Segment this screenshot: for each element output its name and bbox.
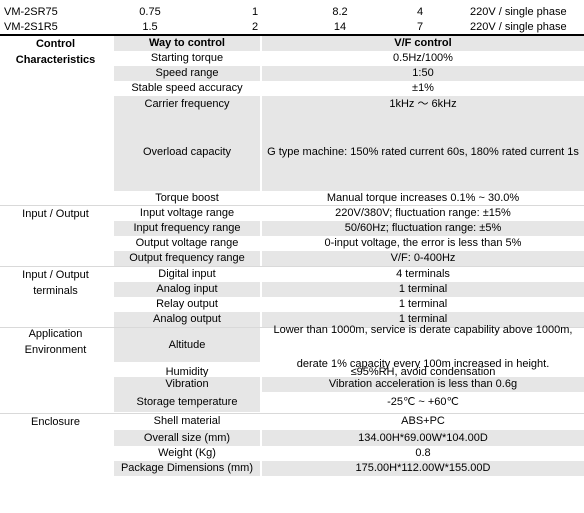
header-way: Way to control	[114, 36, 260, 51]
table-row: Relay output 1 terminal	[0, 297, 584, 312]
model-power: 0.75	[139, 5, 161, 18]
row-value: 50/60Hz; fluctuation range: ±5%	[262, 221, 584, 236]
row-label: Input frequency range	[114, 221, 260, 236]
row-label: Starting torque	[150, 52, 224, 64]
table-row: Humidity ≤95%RH, avoid condensation	[0, 362, 584, 378]
altitude-line-2: derate 1% capacity every 100m increased …	[296, 358, 550, 370]
model-output: 7	[416, 20, 424, 33]
row-value: G type machine: 150% rated current 60s, …	[262, 113, 584, 191]
model-current: 14	[333, 20, 347, 33]
table-row: Shell material ABS+PC	[0, 414, 584, 429]
row-label: Overload capacity	[114, 113, 260, 191]
row-label: Weight (Kg)	[158, 447, 216, 459]
row-label: Relay output	[156, 298, 218, 310]
row-label: Analog output	[114, 312, 260, 327]
table-row: Overall size (mm) 134.00H*69.00W*104.00D	[0, 430, 584, 446]
header-row: Way to control V/F control	[0, 36, 584, 51]
row-label: Overall size (mm)	[114, 430, 260, 446]
row-value: Lower than 1000m, service is derate capa…	[262, 324, 584, 370]
row-value: 134.00H*69.00W*104.00D	[262, 430, 584, 446]
row-label: Output voltage range	[135, 237, 239, 249]
model-power: 1.5	[142, 20, 158, 33]
row-label: Package Dimensions (mm)	[114, 461, 260, 476]
row-value: 1:50	[262, 66, 584, 81]
row-value: Vibration acceleration is less than 0.6g	[262, 377, 584, 392]
table-row: Analog input 1 terminal	[0, 282, 584, 297]
row-value: ±1%	[412, 82, 434, 94]
model-name: VM-2S1R5	[4, 20, 58, 33]
row-label: Torque boost	[155, 191, 219, 204]
table-row: Output voltage range 0-input voltage, th…	[0, 236, 584, 251]
table-divider	[0, 34, 584, 36]
table-row: Input frequency range 50/60Hz; fluctuati…	[0, 221, 584, 236]
row-label: Shell material	[153, 415, 221, 427]
table-row: Carrier frequency 1kHz ～ 6kHz	[0, 96, 584, 113]
row-label: Humidity	[165, 366, 209, 378]
row-label: Digital input	[158, 268, 216, 280]
row-value: 4 terminals	[396, 268, 450, 280]
table-row: Package Dimensions (mm) 175.00H*112.00W*…	[0, 461, 584, 476]
row-label: Speed range	[114, 66, 260, 81]
table-row: Torque boost Manual torque increases 0.1…	[0, 191, 584, 205]
table-row: Stable speed accuracy ±1%	[0, 81, 584, 96]
row-value: 0.8	[415, 447, 431, 459]
model-name: VM-2SR75	[4, 5, 58, 18]
group-enclosure: Enclosure	[31, 416, 80, 428]
model-row: VM-2SR75 0.75 1 8.2 4 220V / single phas…	[0, 4, 584, 19]
group-control: Control Characteristics	[15, 38, 96, 66]
row-label: Altitude	[114, 328, 260, 362]
table-row: Starting torque 0.5Hz/100%	[0, 51, 584, 66]
row-value: 0.5Hz/100%	[393, 52, 453, 64]
model-voltage: 220V / single phase	[470, 20, 567, 33]
row-value: V/F: 0-400Hz	[262, 251, 584, 266]
model-row: VM-2S1R5 1.5 2 14 7 220V / single phase	[0, 19, 584, 34]
table-row: Altitude Lower than 1000m, service is de…	[0, 324, 584, 370]
row-value: 1kHz ～ 6kHz	[262, 96, 584, 113]
row-value: -25℃ ~ +60℃	[387, 395, 459, 408]
model-voltage: 220V / single phase	[470, 5, 567, 18]
row-value: 0-input voltage, the error is less than …	[324, 237, 522, 249]
altitude-line-1: Lower than 1000m, service is derate capa…	[273, 324, 573, 336]
table-row: Overload capacity G type machine: 150% r…	[0, 113, 584, 191]
model-phase: 1	[251, 5, 259, 18]
model-output: 4	[416, 5, 424, 18]
row-value: 1 terminal	[262, 312, 584, 327]
divider	[0, 327, 584, 328]
table-row: Vibration Vibration acceleration is less…	[0, 377, 584, 392]
group-environment: Application Environment	[24, 328, 87, 356]
table-row: Weight (Kg) 0.8	[0, 446, 584, 461]
row-label: Carrier frequency	[114, 96, 260, 113]
row-label: Analog input	[114, 282, 260, 297]
row-value: 175.00H*112.00W*155.00D	[262, 461, 584, 476]
divider	[0, 205, 584, 206]
divider	[0, 266, 584, 267]
group-io: Input / Output	[22, 208, 89, 220]
row-label: Output frequency range	[114, 251, 260, 266]
row-label: Storage temperature	[114, 392, 260, 412]
table-row: Storage temperature -25℃ ~ +60℃	[0, 392, 584, 412]
model-current: 8.2	[332, 5, 348, 18]
header-value: V/F control	[262, 36, 584, 51]
row-value: Manual torque increases 0.1% ~ 30.0%	[326, 191, 520, 204]
table-row: Input voltage range 220V/380V; fluctuati…	[0, 206, 584, 221]
row-value: 1 terminal	[262, 282, 584, 297]
row-label: Stable speed accuracy	[131, 82, 243, 94]
row-label: Vibration	[114, 377, 260, 392]
row-value: 220V/380V; fluctuation range: ±15%	[335, 207, 511, 219]
divider	[0, 413, 584, 414]
table-row: Analog output 1 terminal	[0, 312, 584, 327]
model-phase: 2	[251, 20, 259, 33]
table-row: Digital input 4 terminals	[0, 267, 584, 282]
row-value: 1 terminal	[398, 298, 448, 310]
table-row: Output frequency range V/F: 0-400Hz	[0, 251, 584, 266]
group-terminals: Input / Output terminals	[22, 269, 89, 297]
row-value: ≤95%RH, avoid condensation	[350, 366, 496, 378]
table-row: Speed range 1:50	[0, 66, 584, 81]
row-label: Input voltage range	[139, 207, 235, 219]
row-value: ABS+PC	[401, 415, 445, 427]
